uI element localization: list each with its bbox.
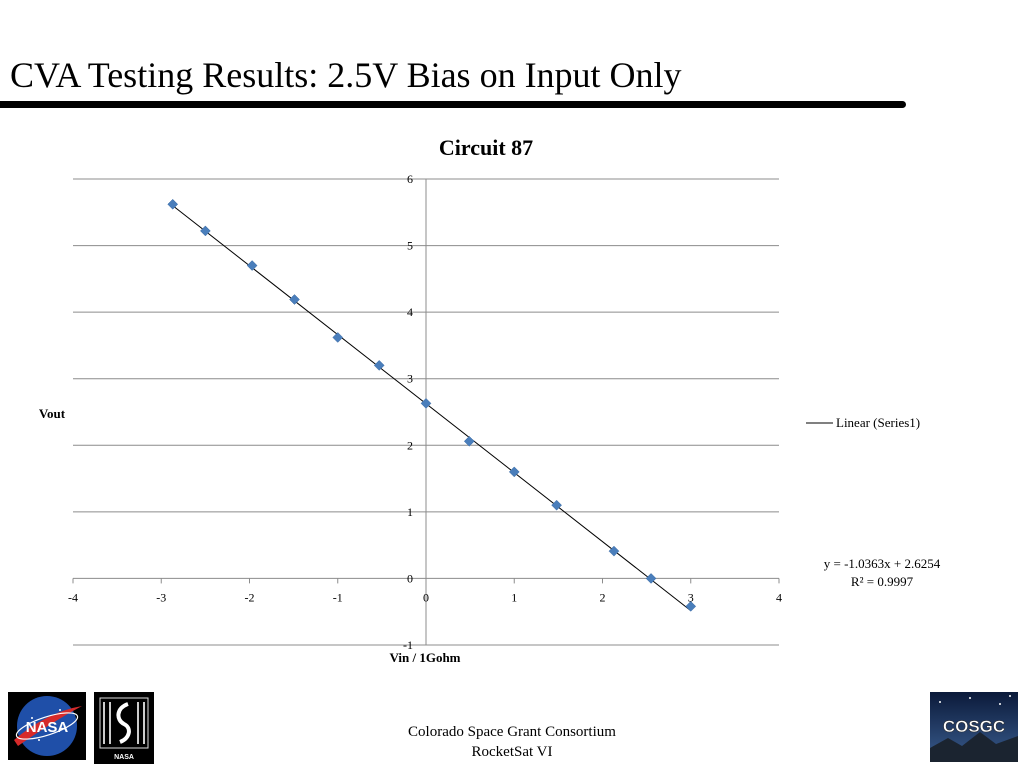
x-tick-label: 1	[511, 590, 517, 604]
axes	[72, 179, 780, 645]
data-point	[551, 499, 562, 511]
footer-project: RocketSat VI	[471, 744, 553, 760]
university-logo: NASA	[94, 692, 154, 764]
tick-labels: -1 0 1 2 3 4 5 6 -4 -3 -2 -1 0 1 2 3 4	[68, 172, 782, 652]
legend: Linear (Series1)	[806, 415, 920, 430]
svg-text:NASA: NASA	[114, 754, 134, 761]
data-point	[167, 198, 179, 210]
y-axis-label: Vout	[39, 406, 66, 421]
data-point	[645, 573, 657, 584]
data-point	[608, 545, 620, 557]
x-tick-label: -4	[68, 590, 78, 604]
y-tick-label: 6	[407, 172, 413, 186]
cosgc-logo: COSGC	[930, 692, 1018, 762]
y-tick-label: 0	[407, 571, 413, 585]
x-tick-label: 0	[423, 590, 429, 604]
data-point	[508, 466, 520, 478]
x-tick-label: 2	[600, 590, 606, 604]
svg-text:COSGC: COSGC	[943, 717, 1005, 736]
data-points	[167, 198, 697, 612]
x-tick-label: 4	[776, 590, 782, 604]
slide-title: CVA Testing Results: 2.5V Bias on Input …	[10, 55, 682, 95]
title-underline	[0, 101, 906, 108]
scatter-chart: -1 0 1 2 3 4 5 6 -4 -3 -2 -1 0 1 2 3 4 Circuit 87 Vout V…	[39, 135, 941, 665]
x-tick-label: -1	[333, 590, 343, 604]
y-tick-label: 1	[407, 505, 413, 519]
nasa-logo: NASA	[8, 692, 86, 760]
x-axis-label: Vin / 1Gohm	[389, 650, 460, 665]
trendline-equation: y = -1.0363x + 2.6254	[824, 556, 941, 571]
footer: Colorado Space Grant Consortium RocketSa…	[312, 722, 712, 762]
data-point	[289, 294, 300, 305]
data-point	[420, 397, 432, 409]
data-point	[246, 260, 258, 271]
data-point	[463, 435, 475, 447]
footer-organization: Colorado Space Grant Consortium	[408, 724, 616, 740]
data-point	[200, 225, 211, 237]
y-tick-label: 5	[407, 239, 413, 253]
y-tick-label: 2	[407, 438, 413, 452]
x-tick-label: 3	[688, 590, 694, 604]
legend-label: Linear (Series1)	[836, 415, 920, 430]
data-point	[332, 332, 344, 343]
y-tick-label: 4	[407, 305, 413, 319]
chart-title: Circuit 87	[439, 135, 533, 160]
x-tick-label: -3	[156, 590, 166, 604]
r-squared-label: R² = 0.9997	[851, 574, 914, 589]
trendline	[172, 205, 692, 612]
y-tick-label: -1	[403, 638, 413, 652]
data-point	[373, 360, 385, 371]
y-tick-label: 3	[407, 372, 413, 386]
data-point	[685, 601, 697, 612]
x-tick-label: -2	[245, 590, 255, 604]
svg-text:NASA: NASA	[26, 719, 69, 736]
